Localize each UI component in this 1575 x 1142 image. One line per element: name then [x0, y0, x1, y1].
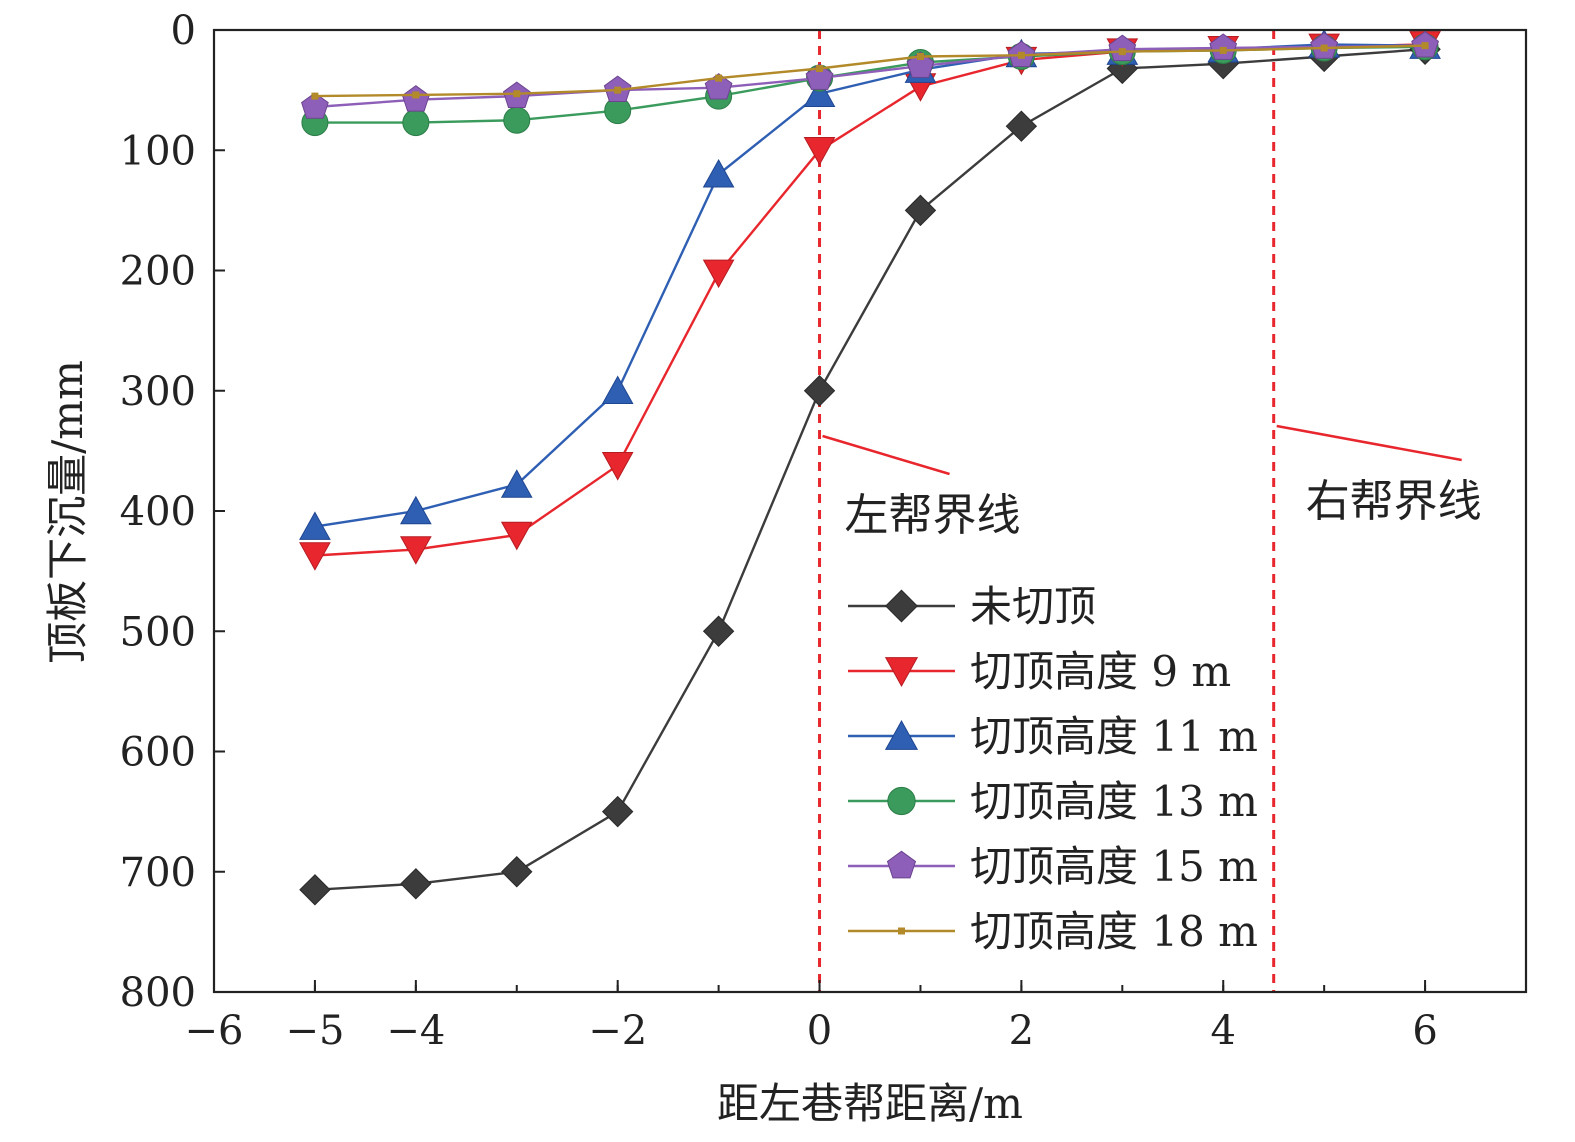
y-tick-label: 700 — [120, 850, 196, 896]
series-line — [314, 44, 1426, 109]
series-line — [314, 48, 1426, 891]
data-point — [412, 91, 420, 99]
data-point — [1017, 51, 1025, 59]
annotation-leader — [1276, 424, 1462, 462]
legend-marker — [898, 927, 905, 935]
legend-marker — [884, 657, 919, 687]
data-point — [1118, 48, 1126, 56]
right-boundary-label: 右帮界线 — [1306, 476, 1482, 527]
data-point — [1005, 110, 1038, 142]
data-point — [702, 159, 735, 188]
left-boundary-label: 左帮界线 — [845, 490, 1021, 541]
data-point — [916, 52, 924, 60]
series-line — [314, 44, 1426, 98]
x-axis-title: 距左巷帮距离/m — [717, 1079, 1023, 1128]
x-tick-label: −5 — [285, 1008, 344, 1054]
data-point — [601, 795, 634, 828]
x-tick-label: 2 — [1009, 1008, 1034, 1054]
legend-label: 切顶高度 11 m — [970, 712, 1258, 761]
data-point — [399, 495, 432, 525]
data-point — [402, 109, 430, 137]
series-line — [314, 43, 1426, 528]
data-point — [803, 78, 836, 107]
data-point — [503, 106, 531, 134]
legend-label: 切顶高度 15 m — [970, 842, 1258, 891]
data-point — [500, 521, 533, 551]
legend-label: 切顶高度 13 m — [970, 777, 1258, 826]
data-point — [715, 74, 723, 82]
data-point — [501, 856, 533, 888]
y-tick-label: 500 — [120, 609, 196, 655]
axes: 0 100 200 300 400 500 600 700 800−6 −5 −4 −2 0 2 4 6 — [120, 8, 1528, 1054]
data-point — [904, 194, 937, 227]
data-point — [601, 452, 634, 481]
legend-marker — [885, 589, 918, 623]
legend-label: 切顶高度 18 m — [970, 907, 1258, 956]
data-point — [311, 92, 319, 100]
data-point — [399, 536, 432, 565]
data-point — [1209, 33, 1238, 60]
legend-label: 未切顶 — [970, 582, 1096, 631]
data-point — [301, 92, 329, 119]
y-tick-label: 600 — [120, 730, 196, 776]
data-point — [805, 63, 834, 90]
annotations: 左帮界线 右帮界线 — [822, 424, 1482, 541]
data-point — [513, 90, 521, 98]
data-point — [299, 874, 331, 906]
data-point — [702, 615, 735, 647]
data-point — [803, 375, 836, 407]
legend-marker — [886, 850, 917, 879]
data-point — [816, 64, 824, 72]
legend-marker — [887, 786, 916, 816]
data-point — [1219, 46, 1227, 54]
legend-marker — [884, 720, 919, 750]
x-tick-label: −4 — [386, 1008, 445, 1054]
data-point — [1108, 34, 1137, 62]
data-point — [1421, 42, 1429, 50]
annotation-leader — [822, 434, 950, 476]
data-point — [400, 868, 432, 900]
y-tick-label: 400 — [120, 489, 196, 535]
x-tick-label: −6 — [185, 1008, 244, 1054]
legend-label: 切顶高度 9 m — [970, 647, 1231, 696]
x-tick-label: 6 — [1412, 1008, 1437, 1054]
data-point — [299, 511, 331, 540]
y-tick-label: 100 — [120, 128, 196, 174]
x-tick-label: −2 — [588, 1008, 647, 1054]
data-point — [702, 259, 735, 289]
data-point — [1320, 44, 1328, 52]
y-tick-label: 300 — [120, 369, 196, 415]
series-layer — [299, 29, 1441, 906]
reference-lines — [818, 30, 1276, 992]
data-point — [500, 469, 533, 498]
data-point — [614, 86, 622, 94]
y-tick-label: 800 — [120, 970, 196, 1016]
series-line — [314, 45, 1426, 124]
y-tick-label: 200 — [120, 249, 196, 295]
y-tick-label: 0 — [171, 8, 196, 54]
x-tick-label: 0 — [807, 1008, 832, 1054]
y-axis-title: 顶板下沉量/mm — [43, 360, 92, 664]
x-tick-label: 4 — [1211, 1008, 1236, 1054]
data-point — [601, 375, 634, 404]
data-point — [299, 542, 331, 571]
data-point — [803, 137, 836, 166]
